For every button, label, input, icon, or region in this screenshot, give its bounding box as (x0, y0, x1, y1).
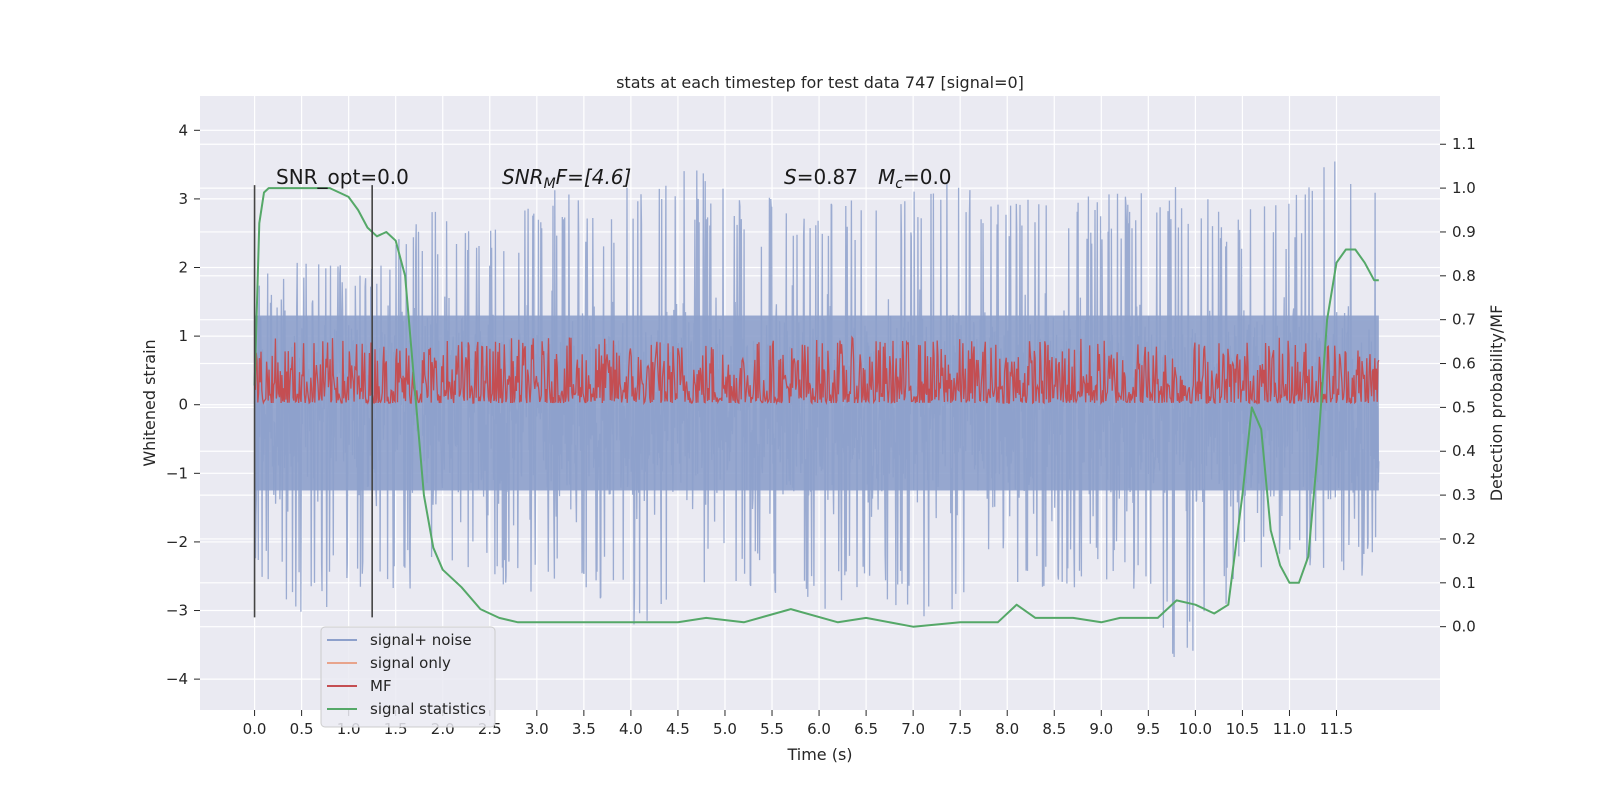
vertical-markers (253, 185, 373, 618)
annotation-mc: Mc=0.0 (878, 165, 952, 192)
x-tick-label-22: 11.0 (1273, 720, 1306, 738)
x-tick-label-15: 7.5 (948, 720, 972, 738)
y2-axis-label: Detection probability/MF (1487, 305, 1506, 502)
x-axis-label: Time (s) (786, 745, 852, 764)
x-tick-label-10: 5.0 (713, 720, 737, 738)
series-mf-line (253, 335, 1380, 406)
y-axis-ticks: −4 −3 −2 −1 0 1 2 3 4 (166, 121, 200, 688)
y2-tick-label-3: 0.3 (1452, 486, 1476, 504)
legend-frame (320, 626, 496, 728)
annotation-s-value: =0.87 (797, 165, 858, 189)
x-tick-label-12: 6.0 (807, 720, 831, 738)
x-tick-label-20: 10.0 (1179, 720, 1212, 738)
annotation-s: S=0.87 (784, 165, 858, 189)
x-tick-label-7: 3.5 (572, 720, 596, 738)
y2-tick-label-6: 0.6 (1452, 355, 1476, 373)
annotation-mc-value: =0.0 (903, 165, 952, 189)
legend-label-mf: MF (370, 677, 392, 695)
legend-label-signal-noise: signal+ noise (370, 631, 472, 649)
x-tick-label-16: 8.0 (995, 720, 1019, 738)
y-tick-label-6: 2 (178, 259, 188, 277)
y-tick-label-7: 3 (178, 190, 188, 208)
y-tick-label-4: 0 (178, 396, 188, 414)
x-tick-label-9: 4.5 (666, 720, 690, 738)
x-tick-label-23: 11.5 (1320, 720, 1353, 738)
x-tick-label-19: 9.5 (1136, 720, 1160, 738)
annotation-snr-mf: SNRMF=[4.6] (502, 165, 631, 192)
x-tick-label-17: 8.5 (1042, 720, 1066, 738)
y2-tick-label-4: 0.4 (1452, 442, 1476, 460)
y2-tick-label-11: 1.1 (1452, 135, 1476, 153)
x-tick-label-8: 4.0 (619, 720, 643, 738)
annotation-snr-mf-main: SNR (502, 165, 544, 189)
x-tick-label-6: 3.0 (525, 720, 549, 738)
y2-tick-label-2: 0.2 (1452, 530, 1476, 548)
series-signal-statistics (253, 187, 1379, 628)
x-tick-label-14: 7.0 (901, 720, 925, 738)
y-axis-label: Whitened strain (140, 339, 159, 466)
series-mf (253, 335, 1380, 406)
y-tick-label-0: −4 (166, 670, 188, 688)
y-tick-label-5: 1 (178, 327, 188, 345)
y2-tick-label-10: 1.0 (1452, 179, 1476, 197)
series-signal-statistics-line (253, 187, 1379, 628)
legend-label-signal-statistics: signal statistics (370, 700, 486, 718)
y-tick-label-1: −3 (166, 602, 188, 620)
x-tick-label-1: 0.5 (290, 720, 314, 738)
y-tick-label-3: −1 (166, 464, 188, 482)
x-tick-label-13: 6.5 (854, 720, 878, 738)
y-tick-label-2: −2 (166, 533, 188, 551)
annotation-mc-sub: c (895, 176, 903, 192)
x-tick-label-18: 9.0 (1089, 720, 1113, 738)
annotation-mc-label: M (878, 165, 895, 189)
chart-title: stats at each timestep for test data 747… (616, 73, 1024, 92)
y2-tick-label-0: 0.0 (1452, 618, 1476, 636)
y2-axis-ticks: 0.0 0.1 0.2 0.3 0.4 0.5 0.6 0.7 0.8 0.9 1.0 1.1 (1440, 135, 1476, 636)
annotation-snr-mf-sub: M (544, 176, 556, 192)
legend-label-signal-only: signal only (370, 654, 451, 672)
y2-tick-label-7: 0.7 (1452, 311, 1476, 329)
y2-tick-label-8: 0.8 (1452, 267, 1476, 285)
annotation-s-label: S (784, 165, 797, 189)
y2-tick-label-1: 0.1 (1452, 574, 1476, 592)
y2-tick-label-9: 0.9 (1452, 223, 1476, 241)
y2-tick-label-5: 0.5 (1452, 398, 1476, 416)
annotation-snr-mf-rest: F=[4.6] (556, 165, 632, 189)
annotation-snr-opt: SNR_opt=0.0 (276, 165, 409, 189)
x-tick-label-0: 0.0 (243, 720, 267, 738)
x-tick-label-11: 5.5 (760, 720, 784, 738)
legend: signal+ noise signal only MF signal stat… (320, 626, 496, 728)
y-tick-label-8: 4 (178, 121, 188, 139)
x-axis-ticks: 0.0 0.5 1.0 1.5 2.0 2.5 3.0 3.5 4.0 4.5 5.0 5.5 6.0 6… (243, 710, 1353, 738)
x-tick-label-21: 10.5 (1226, 720, 1259, 738)
